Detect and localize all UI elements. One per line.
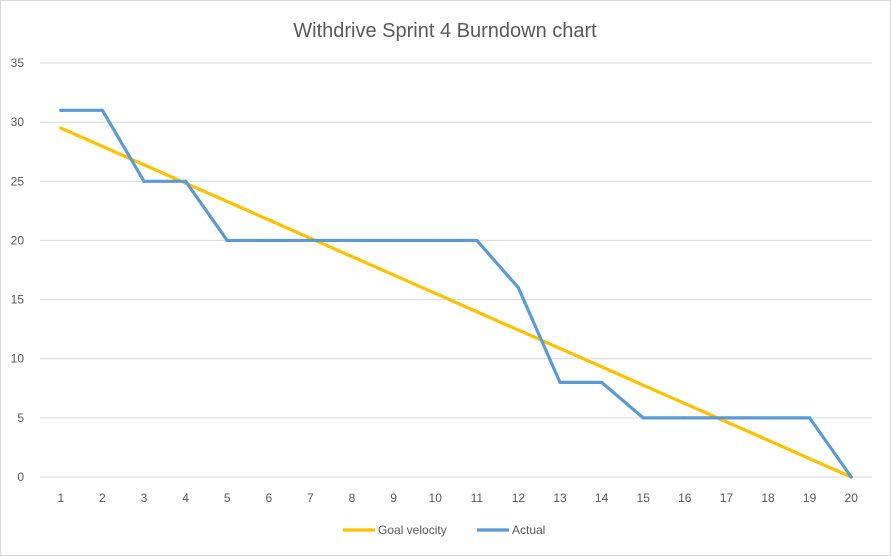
data-point: [267, 238, 271, 243]
x-tick-label: 10: [429, 491, 443, 505]
x-tick-label: 12: [512, 491, 526, 505]
y-tick-label: 5: [17, 411, 24, 425]
data-point: [184, 179, 188, 183]
data-point: [142, 163, 146, 167]
grid-layer: [40, 62, 872, 478]
data-point: [225, 199, 229, 204]
data-point: [558, 346, 562, 351]
data-point: [516, 328, 521, 332]
x-tick-label: 2: [99, 491, 106, 505]
data-point: [225, 238, 229, 243]
data-point: [808, 416, 812, 420]
data-point: [59, 126, 63, 130]
data-point: [766, 438, 770, 442]
x-axis-ticks: 1 2 3 4 5 6 7 8 9 10 11 12 13 14 15 16 17 18 19 20: [57, 491, 858, 505]
y-tick-label: 30: [11, 115, 25, 129]
y-tick-label: 15: [11, 293, 25, 307]
data-point: [475, 310, 479, 314]
x-tick-label: 20: [845, 491, 859, 505]
data-point: [641, 383, 645, 387]
x-tick-label: 1: [57, 491, 64, 505]
x-tick-label: 18: [761, 491, 775, 505]
data-point: [808, 457, 812, 461]
data-point: [142, 179, 146, 183]
data-point: [724, 420, 729, 424]
data-point: [558, 380, 562, 384]
y-tick-label: 0: [17, 470, 24, 484]
data-point: [475, 238, 479, 243]
data-point: [350, 255, 354, 259]
series-layer: [59, 108, 853, 479]
data-point: [433, 238, 437, 243]
x-tick-label: 14: [595, 491, 609, 505]
data-point: [59, 108, 63, 112]
data-point: [350, 238, 354, 243]
x-tick-label: 9: [390, 491, 397, 505]
y-tick-label: 10: [11, 352, 25, 366]
y-tick-label: 35: [11, 56, 25, 70]
x-tick-label: 19: [803, 491, 817, 505]
x-tick-label: 4: [182, 491, 189, 505]
legend-item-goal-velocity: Goal velocity: [343, 523, 447, 537]
data-point: [267, 218, 271, 222]
x-tick-label: 17: [720, 491, 734, 505]
data-point: [683, 416, 687, 420]
data-point: [392, 273, 396, 277]
data-point: [433, 291, 437, 295]
data-point: [392, 238, 396, 243]
data-point: [849, 475, 853, 479]
y-tick-label: 25: [11, 174, 25, 188]
x-tick-label: 6: [265, 491, 272, 505]
x-tick-label: 11: [471, 491, 484, 505]
data-point: [641, 416, 645, 420]
data-point: [100, 108, 104, 112]
x-tick-label: 15: [637, 491, 651, 505]
x-tick-label: 8: [349, 491, 356, 505]
data-point: [308, 238, 312, 243]
data-point: [600, 380, 604, 384]
x-tick-label: 7: [307, 491, 314, 505]
data-point: [683, 401, 687, 406]
x-tick-label: 5: [224, 491, 231, 505]
series-line-actual: [59, 108, 853, 479]
data-point: [600, 365, 604, 369]
legend-label: Goal velocity: [378, 523, 447, 537]
legend-item-actual: Actual: [477, 523, 545, 537]
y-axis-ticks: 0 5 10 15 20 25 30 35: [11, 56, 25, 484]
data-point: [724, 416, 729, 420]
x-tick-label: 13: [553, 491, 567, 505]
legend-label: Actual: [512, 523, 545, 537]
y-tick-label: 20: [11, 233, 25, 247]
legend: Goal velocity Actual: [343, 523, 545, 537]
chart-title: Withdrive Sprint 4 Burndown chart: [293, 20, 597, 42]
x-tick-label: 16: [678, 491, 692, 505]
data-point: [766, 416, 770, 420]
x-tick-label: 3: [141, 491, 148, 505]
data-point: [516, 286, 521, 290]
data-point: [100, 144, 104, 148]
